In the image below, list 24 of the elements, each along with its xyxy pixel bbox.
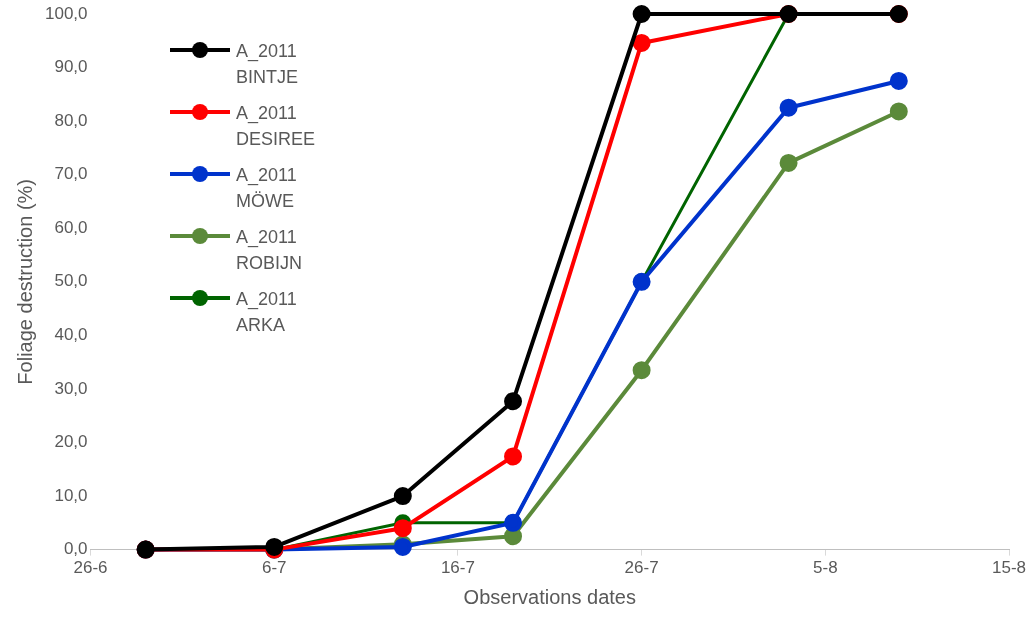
y-tick-label: 0,0 [63,539,88,559]
y-tick-label: 30,0 [54,378,88,398]
y-tick-label: 70,0 [54,164,88,184]
y-tick-label: 60,0 [54,217,88,237]
x-tick-label: 16-7 [440,558,475,578]
legend-label: A_2011 ARKA [236,288,298,337]
y-tick-label: 10,0 [54,485,88,505]
y-tick-label: 20,0 [54,432,88,452]
y-tick-label: 100,0 [44,3,88,23]
x-tick-label: 6-7 [261,558,287,578]
x-tick-label: 26-7 [624,558,659,578]
legend-label: A_2011 MÖWE [236,164,298,213]
y-tick-label: 50,0 [54,271,88,291]
legend-label: A_2011 DESIREE [236,102,317,151]
y-axis-title: Foliage destruction (%) [13,178,36,385]
y-tick-label: 40,0 [54,325,88,345]
legend-label: A_2011 BINTJE [236,40,299,89]
x-tick-label: 5-8 [813,558,838,578]
x-tick-label: 15-8 [991,558,1027,578]
legend-label: A_2011 ROBIJN [236,226,303,275]
x-axis-title: Observations dates [463,585,636,608]
y-tick-label: 90,0 [54,57,88,77]
x-tick-label: 26-6 [73,558,108,578]
y-tick-label: 80,0 [54,110,88,130]
